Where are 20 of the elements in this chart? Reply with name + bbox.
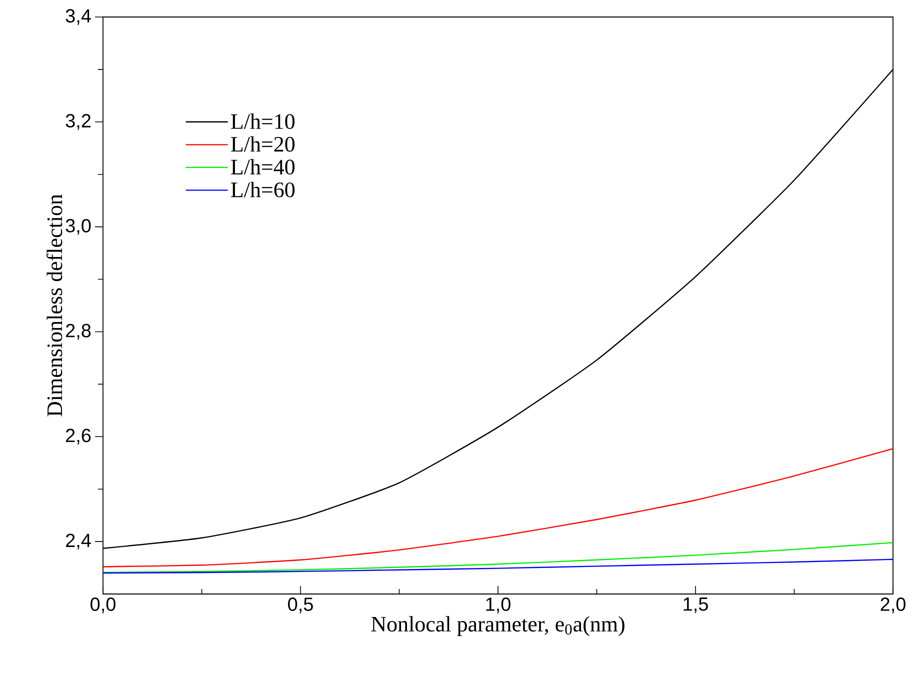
legend-label: L/h=60 (231, 182, 295, 198)
x-tick-label: 2,0 (880, 598, 906, 614)
legend-label: L/h=20 (231, 136, 295, 152)
y-tick-label: 2,6 (66, 428, 91, 444)
x-tick-label: 0,5 (288, 598, 313, 614)
legend-label: L/h=10 (231, 114, 295, 130)
y-tick-label: 3,0 (66, 218, 91, 235)
y-tick-label: 2,4 (66, 534, 91, 550)
y-axis-title: Dimensionless deflection (46, 194, 62, 416)
line-series (103, 542, 894, 574)
line-series (103, 448, 894, 568)
y-tick-label: 3,4 (66, 9, 91, 25)
x-tick-label: 0,0 (90, 598, 116, 614)
legend-label: L/h=40 (231, 159, 295, 175)
x-tick-label: 1,0 (486, 598, 510, 614)
line-series (103, 558, 894, 574)
x-axis-title: Nonlocal parameter, e$_{0}$a(nm) (371, 616, 624, 636)
y-tick-label: 2,8 (66, 324, 91, 340)
y-tick-label: 3,2 (66, 114, 91, 130)
x-tick-label: 1,5 (684, 598, 708, 614)
